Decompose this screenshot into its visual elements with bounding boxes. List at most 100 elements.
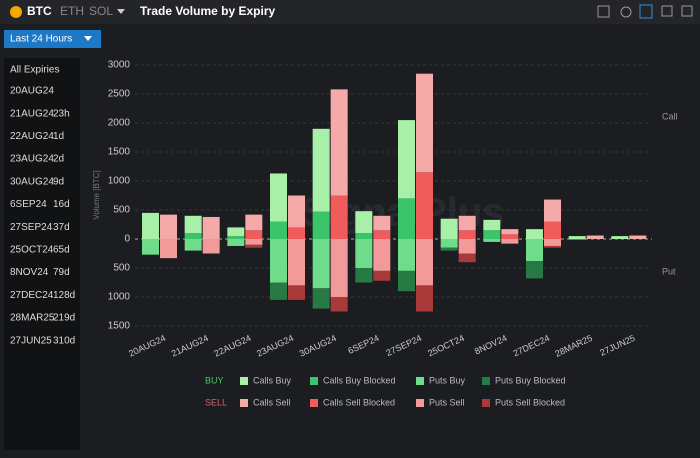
sidebar-expiry[interactable]: 22AUG24	[10, 131, 54, 142]
legend-swatch	[310, 399, 318, 407]
refresh-icon[interactable]	[620, 6, 632, 18]
bar-segment	[526, 239, 543, 262]
bar-segment	[526, 261, 543, 279]
bar-segment	[544, 221, 561, 239]
sidebar-expiry[interactable]: 27SEP24	[10, 222, 53, 233]
bar-segment	[355, 233, 373, 239]
bar-segment	[416, 239, 433, 286]
legend-label: Puts Sell	[429, 397, 465, 407]
bar-segment	[586, 235, 604, 239]
sidebar-expiry[interactable]: 21AUG24	[10, 108, 54, 119]
bar-segment	[458, 239, 476, 254]
sidebar	[4, 58, 80, 450]
sidebar-expiry[interactable]: 23AUG24	[10, 154, 54, 165]
coin-tab[interactable]: BTC	[27, 4, 52, 18]
bar-segment	[355, 211, 373, 234]
bar-segment	[544, 239, 561, 246]
sidebar-expiry[interactable]: 30AUG24	[10, 176, 54, 187]
bar-segment	[245, 230, 263, 239]
bar-segment	[245, 239, 263, 245]
legend-swatch	[240, 377, 248, 385]
coin-tab[interactable]: ETH	[60, 4, 84, 18]
bar-segment	[440, 247, 458, 251]
legend-swatch	[310, 377, 318, 385]
bar-segment	[458, 253, 476, 263]
legend-group: BUY	[205, 375, 224, 385]
bar-segment	[373, 215, 391, 231]
y-tick-label: 1500	[108, 147, 131, 158]
bar-segment	[373, 239, 391, 271]
bar-segment	[416, 172, 433, 239]
bar-segment	[160, 214, 177, 239]
bar-segment	[611, 236, 629, 239]
bar-segment	[202, 216, 220, 239]
y-tick-label: 500	[113, 263, 130, 274]
bar-segment	[160, 239, 177, 259]
sidebar-expiry[interactable]: 6SEP24	[10, 199, 47, 210]
y-tick-label: 500	[113, 205, 130, 216]
y-tick-label: 1000	[108, 176, 131, 187]
btc-icon	[10, 6, 22, 18]
sidebar-ttl: 128d	[53, 290, 75, 301]
close-icon[interactable]	[681, 5, 693, 17]
legend-group: SELL	[205, 397, 227, 407]
sidebar-ttl: 9d	[53, 176, 64, 187]
bar-segment	[373, 270, 391, 281]
bar-segment	[398, 270, 415, 292]
legend-label: Calls Buy	[253, 375, 292, 385]
sidebar-ttl: 310d	[53, 335, 75, 346]
y-tick-label: 2500	[108, 89, 131, 100]
bar-segment	[184, 215, 202, 234]
bar-segment	[227, 236, 245, 239]
sidebar-expiry[interactable]: 28MAR25	[10, 313, 55, 324]
legend-swatch	[482, 377, 490, 385]
title: Trade Volume by Expiry	[140, 4, 275, 18]
export-icon[interactable]	[597, 5, 610, 18]
bar-segment	[398, 239, 415, 271]
bar-segment	[184, 233, 202, 239]
layout-icon[interactable]	[639, 4, 653, 19]
bar-segment	[288, 239, 305, 286]
coin-tab[interactable]: SOL	[89, 4, 113, 18]
y-tick-label: 1500	[108, 321, 131, 332]
bar-segment	[270, 221, 287, 239]
y-tick-label: 1000	[108, 292, 131, 303]
bar-segment	[544, 245, 561, 248]
sidebar-expiry[interactable]: 25OCT24	[10, 245, 54, 256]
bar-segment	[483, 239, 501, 242]
y-tick-label: 2000	[108, 118, 131, 129]
coin-dropdown-arrow[interactable]	[117, 9, 125, 14]
legend-label: Puts Buy Blocked	[495, 375, 566, 385]
bar-segment	[245, 214, 263, 231]
filter-label: Last 24 Hours	[10, 34, 72, 45]
window-icon[interactable]	[661, 5, 673, 17]
sidebar-ttl: 16d	[53, 199, 70, 210]
filter-dropdown[interactable]	[4, 30, 101, 48]
bar-segment	[501, 234, 519, 239]
legend-swatch	[482, 399, 490, 407]
sidebar-ttl: 23h	[53, 108, 70, 119]
bar-segment	[398, 198, 415, 239]
bar-segment	[227, 239, 245, 246]
y-tick-label: 0	[124, 234, 130, 245]
bar-segment	[330, 195, 348, 239]
sidebar-all[interactable]: All Expiries	[10, 65, 59, 76]
side-label: Call	[662, 111, 678, 121]
sidebar-expiry[interactable]: 20AUG24	[10, 86, 54, 97]
sidebar-expiry[interactable]: 27DEC24	[10, 290, 54, 301]
bar-segment	[544, 199, 561, 222]
bar-segment	[398, 120, 415, 199]
bar-segment	[245, 244, 263, 248]
bar-segment	[312, 239, 330, 289]
bar-segment	[142, 239, 159, 255]
bar-segment	[288, 227, 305, 239]
bar-segment	[373, 230, 391, 239]
sidebar-ttl: 2d	[53, 154, 64, 165]
legend-swatch	[416, 377, 424, 385]
sidebar-expiry[interactable]: 8NOV24	[10, 267, 49, 278]
bar-segment	[440, 239, 458, 248]
bar-segment	[202, 239, 220, 254]
sidebar-expiry[interactable]: 27JUN25	[10, 335, 52, 346]
filter-arrow	[84, 36, 92, 41]
